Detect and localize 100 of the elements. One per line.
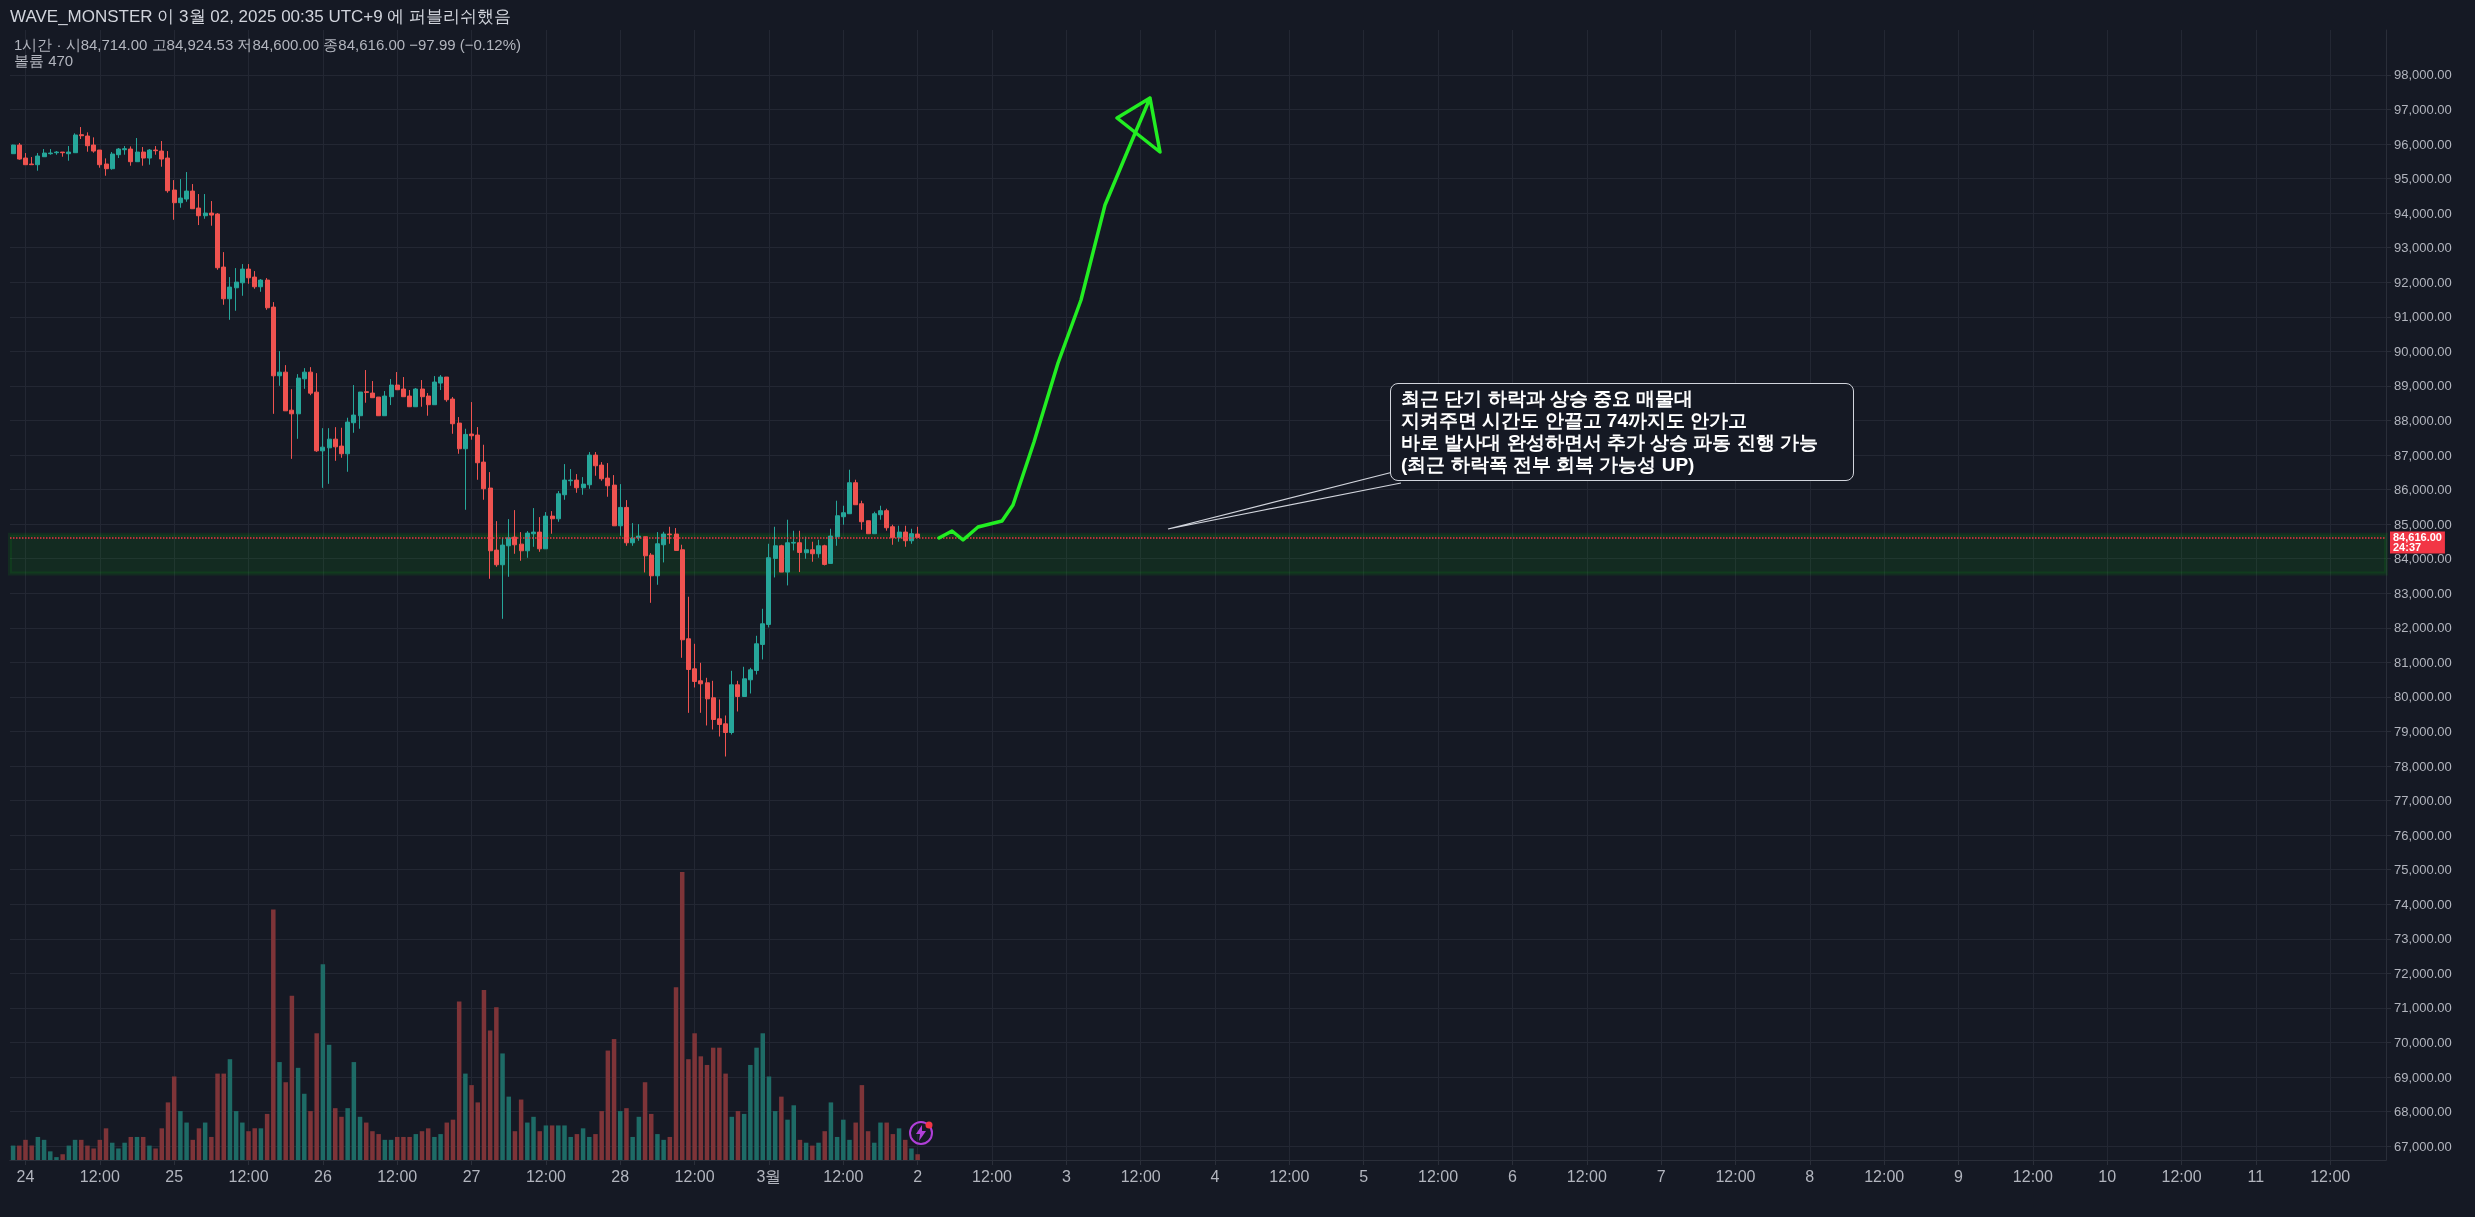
y-tick-label: 78,000.00 xyxy=(2394,758,2452,774)
y-tick-label: 82,000.00 xyxy=(2394,620,2452,636)
candlestick xyxy=(147,148,152,166)
bar xyxy=(103,1128,109,1160)
bar xyxy=(345,1108,350,1160)
candlestick xyxy=(327,427,332,485)
candlestick xyxy=(773,526,778,578)
y-tick-label: 86,000.00 xyxy=(2394,482,2452,498)
bar xyxy=(153,1148,158,1160)
y-tick-label: 77,000.00 xyxy=(2394,793,2452,809)
bar xyxy=(469,1085,474,1160)
x-tick-label: 3월 xyxy=(756,1167,782,1185)
y-tick-label: 98,000.00 xyxy=(2394,67,2452,83)
bar xyxy=(903,1139,908,1160)
bar xyxy=(543,1125,549,1160)
ref-line-label: 84,616.00 24:37 xyxy=(2393,531,2442,554)
candlestick xyxy=(618,483,623,537)
y-tick-label: 92,000.00 xyxy=(2394,274,2452,290)
bar xyxy=(618,1111,623,1160)
candlestick xyxy=(203,193,208,220)
candlestick xyxy=(73,132,78,154)
candlestick xyxy=(822,544,827,566)
x-tick-label: 12:00 xyxy=(1864,1167,1905,1185)
annotation: 최근 단기 하락과 상승 중요 매물대 지켜주면 시간도 안끌고 74까지도 안가고 바로 발사대 완성하면서 추가 상승 파동 진행 가능 (최근 하락폭 전부 회복 가능성 UP) xyxy=(1390,383,1854,481)
y-tick-label: 71,000.00 xyxy=(2394,1000,2452,1016)
candlestick xyxy=(35,152,40,172)
candlestick xyxy=(128,145,133,167)
candlestick xyxy=(135,137,140,163)
y-tick-label: 74,000.00 xyxy=(2394,896,2452,912)
x-tick-label: 27 xyxy=(462,1167,481,1185)
bar xyxy=(494,1007,499,1160)
candlestick xyxy=(227,276,232,321)
bar xyxy=(915,1154,920,1160)
bar xyxy=(822,1131,827,1160)
y-tick-label: 70,000.00 xyxy=(2394,1035,2452,1051)
x-tick-label: 3 xyxy=(1061,1167,1071,1185)
candlestick xyxy=(258,278,263,293)
bar xyxy=(537,1131,542,1160)
candlestick xyxy=(358,391,363,430)
candlestick xyxy=(630,522,635,547)
candlestick xyxy=(463,428,468,511)
x-tick-label: 9 xyxy=(1954,1167,1964,1185)
candlestick xyxy=(512,509,517,555)
y-tick-label: 91,000.00 xyxy=(2394,309,2452,325)
candlestick xyxy=(543,511,548,550)
x-tick-label: 12:00 xyxy=(1120,1167,1161,1185)
bar xyxy=(816,1142,821,1160)
bar xyxy=(549,1125,555,1160)
bar xyxy=(909,1148,914,1160)
x-tick-label: 10 xyxy=(2098,1167,2117,1185)
x-tick-label: 24 xyxy=(16,1167,35,1185)
bar xyxy=(165,1102,171,1160)
y-tick-label: 93,000.00 xyxy=(2394,240,2452,256)
x-tick-label: 28 xyxy=(611,1167,630,1185)
bar xyxy=(283,1082,288,1160)
bar xyxy=(475,1102,481,1160)
x-tick-label: 26 xyxy=(313,1167,332,1185)
bar xyxy=(240,1122,245,1160)
x-tick-label: 12:00 xyxy=(79,1167,120,1185)
candlestick xyxy=(104,157,109,177)
candlestick xyxy=(457,416,462,455)
candlestick xyxy=(816,539,821,559)
x-tick-label: 12:00 xyxy=(823,1167,864,1185)
bar xyxy=(159,1128,165,1160)
candlestick xyxy=(797,530,802,573)
candlestick xyxy=(810,541,815,563)
y-tick-label: 83,000.00 xyxy=(2394,585,2452,601)
x-tick-label: 12:00 xyxy=(674,1167,715,1185)
x-tick-label: 12:00 xyxy=(1269,1167,1310,1185)
y-tick-label: 67,000.00 xyxy=(2394,1138,2452,1154)
y-tick-label: 84,000.00 xyxy=(2394,551,2452,567)
x-tick-label: 12:00 xyxy=(377,1167,418,1185)
y-tick-label: 79,000.00 xyxy=(2394,724,2452,739)
candlestick xyxy=(277,350,282,387)
y-tick-label: 85,000.00 xyxy=(2394,516,2452,532)
candlestick xyxy=(866,520,871,535)
y-tick-label: 69,000.00 xyxy=(2394,1069,2452,1085)
chart-title: WAVE_MONSTER 이 3월 02, 2025 00:35 UTC+9 에 퍼블리쉬했음 xyxy=(10,6,513,28)
bar xyxy=(810,1145,815,1160)
x-tick-label: 12:00 xyxy=(971,1167,1013,1185)
x-tick-label: 12:00 xyxy=(2161,1167,2202,1185)
bar xyxy=(580,1128,586,1160)
chart-subtitle: 1시간 · 시84,714.00 고84,924.53 저84,600.00 종84,616.00 −97.99 (−0.12%) xyxy=(14,36,522,55)
candlestick xyxy=(779,544,784,573)
y-tick-label: 89,000.00 xyxy=(2394,378,2452,394)
x-tick-label: 11 xyxy=(2247,1167,2265,1185)
chart-title: 볼륨 470 xyxy=(14,52,74,71)
y-tick-label: 94,000.00 xyxy=(2394,205,2452,221)
candlestick xyxy=(11,144,16,155)
bar xyxy=(60,1154,65,1160)
candlestick xyxy=(172,179,177,221)
bar xyxy=(277,1062,282,1160)
x-tick-label: 25 xyxy=(165,1167,184,1185)
bar xyxy=(828,1102,834,1160)
candlestick xyxy=(550,510,555,535)
bar xyxy=(258,1128,264,1160)
candlestick xyxy=(897,525,902,543)
x-tick-label: 8 xyxy=(1805,1167,1815,1185)
y-tick-label: 95,000.00 xyxy=(2394,171,2452,187)
y-tick-label: 97,000.00 xyxy=(2394,101,2452,117)
